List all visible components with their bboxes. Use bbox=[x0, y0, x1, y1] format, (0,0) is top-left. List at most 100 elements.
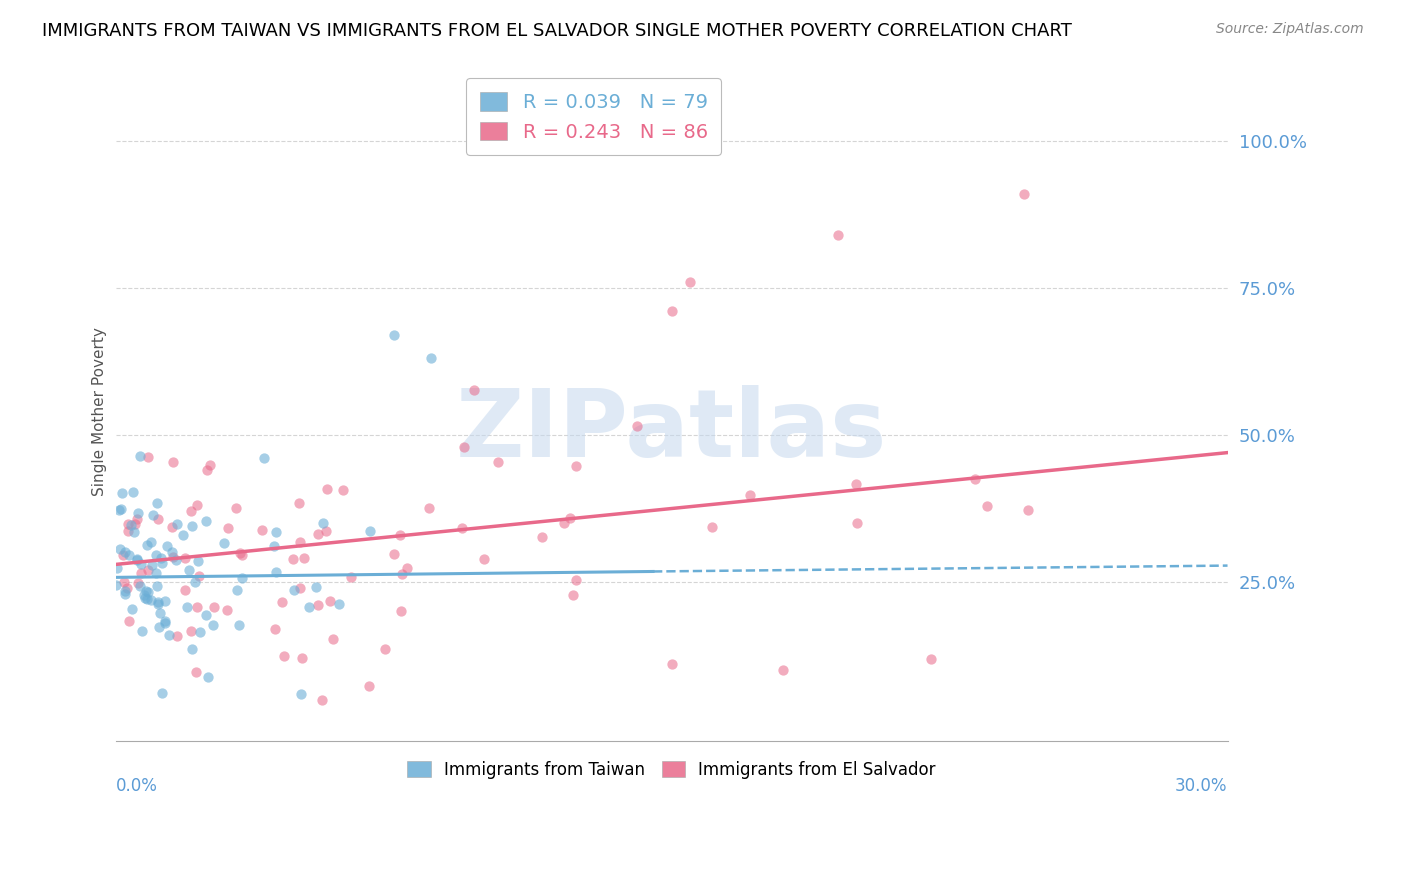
Point bbox=[382, 327, 405, 342]
Point bbox=[165, 553, 187, 567]
Point bbox=[202, 600, 225, 615]
Point bbox=[120, 518, 142, 533]
Point bbox=[145, 548, 167, 562]
Point bbox=[172, 528, 194, 542]
Point bbox=[565, 458, 588, 473]
Point bbox=[148, 619, 170, 633]
Point bbox=[562, 588, 585, 602]
Point bbox=[135, 538, 157, 552]
Point bbox=[195, 515, 218, 529]
Point bbox=[153, 594, 176, 608]
Point bbox=[679, 275, 702, 289]
Point bbox=[359, 524, 381, 538]
Point bbox=[112, 575, 135, 590]
Point bbox=[141, 593, 163, 607]
Point bbox=[827, 227, 849, 242]
Point bbox=[328, 597, 350, 611]
Point bbox=[160, 520, 183, 534]
Point bbox=[186, 498, 208, 512]
Point bbox=[136, 563, 159, 577]
Point bbox=[110, 502, 132, 516]
Point bbox=[231, 549, 253, 563]
Legend: Immigrants from Taiwan, Immigrants from El Salvador: Immigrants from Taiwan, Immigrants from … bbox=[398, 751, 946, 789]
Point bbox=[131, 624, 153, 639]
Point bbox=[1017, 503, 1039, 517]
Point bbox=[231, 571, 253, 585]
Point bbox=[108, 502, 131, 516]
Point bbox=[264, 565, 287, 579]
Point bbox=[845, 516, 868, 531]
Point bbox=[146, 597, 169, 611]
Text: 0.0%: 0.0% bbox=[115, 777, 157, 795]
Point bbox=[316, 482, 339, 496]
Point bbox=[298, 600, 321, 615]
Point bbox=[141, 558, 163, 573]
Point bbox=[132, 588, 155, 602]
Point bbox=[104, 578, 127, 592]
Point bbox=[292, 551, 315, 566]
Point bbox=[127, 575, 149, 590]
Point bbox=[290, 687, 312, 701]
Point bbox=[149, 550, 172, 565]
Point bbox=[214, 536, 236, 550]
Point bbox=[374, 641, 396, 656]
Point bbox=[122, 525, 145, 540]
Point bbox=[117, 524, 139, 538]
Point bbox=[389, 604, 412, 618]
Point bbox=[195, 462, 218, 476]
Text: 30.0%: 30.0% bbox=[1175, 777, 1227, 795]
Point bbox=[135, 583, 157, 598]
Point bbox=[307, 526, 329, 541]
Point bbox=[188, 569, 211, 583]
Point bbox=[305, 580, 328, 594]
Point bbox=[281, 551, 304, 566]
Point bbox=[118, 548, 141, 562]
Point bbox=[319, 594, 342, 608]
Point bbox=[486, 455, 509, 469]
Point bbox=[180, 519, 202, 533]
Point bbox=[129, 566, 152, 580]
Point bbox=[553, 516, 575, 531]
Point bbox=[145, 566, 167, 581]
Point bbox=[531, 530, 554, 544]
Text: IMMIGRANTS FROM TAIWAN VS IMMIGRANTS FROM EL SALVADOR SINGLE MOTHER POVERTY CORR: IMMIGRANTS FROM TAIWAN VS IMMIGRANTS FRO… bbox=[42, 22, 1071, 40]
Point bbox=[156, 539, 179, 553]
Point bbox=[180, 504, 202, 518]
Point bbox=[129, 449, 152, 463]
Point bbox=[290, 582, 312, 596]
Point bbox=[197, 670, 219, 684]
Point bbox=[111, 485, 134, 500]
Point bbox=[253, 451, 276, 466]
Point bbox=[391, 567, 413, 582]
Point bbox=[311, 692, 333, 706]
Point bbox=[565, 573, 588, 587]
Point bbox=[340, 570, 363, 584]
Point bbox=[150, 556, 173, 570]
Point bbox=[186, 665, 208, 680]
Point bbox=[135, 591, 157, 606]
Point bbox=[315, 524, 337, 539]
Point bbox=[136, 584, 159, 599]
Point bbox=[187, 554, 209, 568]
Point bbox=[111, 548, 134, 562]
Point bbox=[105, 561, 128, 575]
Point bbox=[176, 600, 198, 615]
Point bbox=[388, 527, 411, 541]
Point bbox=[450, 521, 472, 535]
Point bbox=[146, 512, 169, 526]
Point bbox=[1012, 186, 1035, 201]
Text: Source: ZipAtlas.com: Source: ZipAtlas.com bbox=[1216, 22, 1364, 37]
Point bbox=[181, 641, 204, 656]
Point bbox=[155, 614, 177, 628]
Point bbox=[229, 545, 252, 559]
Point bbox=[162, 550, 184, 565]
Point bbox=[225, 501, 247, 516]
Point bbox=[162, 545, 184, 559]
Point bbox=[273, 648, 295, 663]
Point bbox=[134, 591, 156, 606]
Point bbox=[290, 651, 312, 665]
Point bbox=[661, 657, 683, 672]
Point bbox=[166, 629, 188, 643]
Point bbox=[270, 595, 292, 609]
Y-axis label: Single Mother Poverty: Single Mother Poverty bbox=[93, 327, 107, 496]
